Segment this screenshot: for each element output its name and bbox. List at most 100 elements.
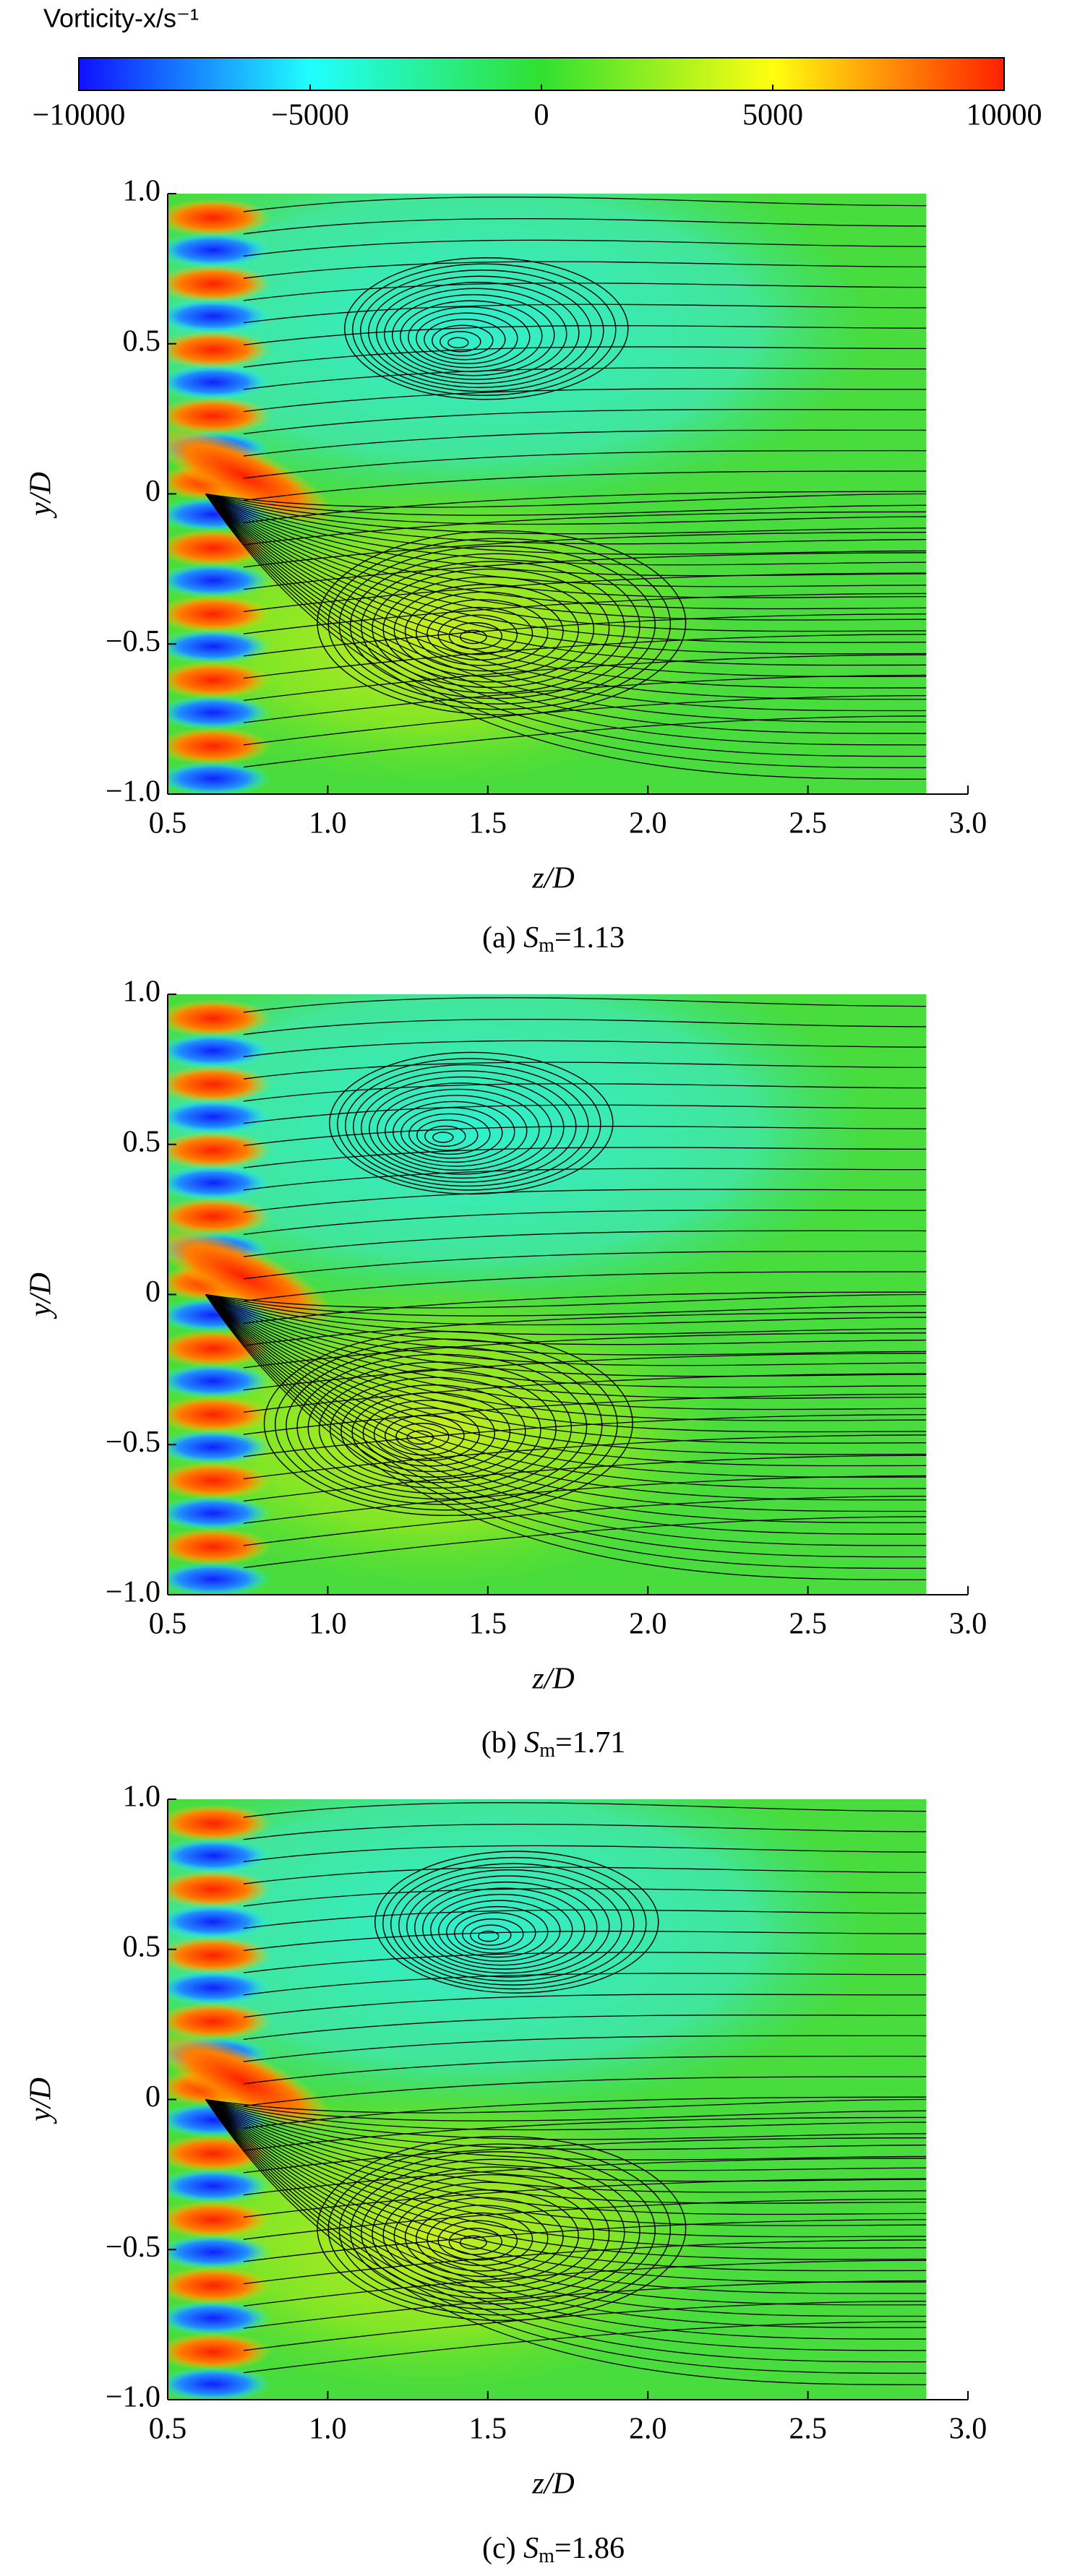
streamline	[361, 2166, 625, 2299]
red-strip	[168, 661, 271, 699]
caption-part: m	[539, 1739, 555, 1762]
red-strip	[168, 1937, 271, 1975]
streamline	[372, 568, 610, 689]
streamline	[205, 493, 927, 525]
streamline	[377, 1088, 540, 1171]
streamline	[205, 493, 927, 535]
red-strip	[168, 727, 271, 765]
streamline	[243, 470, 927, 501]
streamline	[243, 1311, 927, 1346]
streamline	[372, 2174, 610, 2294]
streamline	[243, 1104, 927, 1124]
streamline	[243, 2076, 927, 2107]
red-strip	[168, 1065, 271, 1103]
colorbar-title: Vorticity-x/s⁻¹	[43, 4, 199, 33]
blue-strip	[168, 1561, 271, 1595]
streamline	[243, 491, 927, 524]
y-tick-label: 1.0	[123, 175, 161, 208]
streamline	[205, 494, 927, 700]
streamline	[243, 1373, 927, 1413]
streamline	[243, 388, 927, 413]
x-tick-label: 3.0	[949, 807, 987, 840]
red-strip	[168, 2135, 271, 2173]
red-strip	[168, 1462, 271, 1500]
colorbar-tick-label: −10000	[33, 99, 126, 132]
streamline	[205, 2099, 927, 2351]
streamline	[205, 493, 927, 610]
streamline	[243, 2239, 927, 2285]
blue-strip	[168, 761, 271, 794]
y-tick-label: 0.5	[123, 1930, 161, 1963]
streamline	[205, 1293, 927, 1317]
streamline	[205, 493, 927, 621]
streamline	[438, 1900, 561, 1962]
streamline	[243, 613, 927, 657]
x-tick-label: 1.5	[469, 2413, 507, 2446]
streamline	[243, 197, 927, 212]
red-strip	[168, 1870, 271, 1908]
streamline	[205, 494, 927, 712]
blue-strip	[168, 1904, 271, 1939]
blue-strip	[168, 629, 271, 664]
streamline	[205, 2099, 927, 2385]
red-strip	[168, 1197, 271, 1236]
red-strip	[168, 529, 271, 567]
streamline	[205, 1294, 927, 1444]
streamline	[243, 2219, 927, 2262]
x-axis-label: z/D	[531, 2468, 574, 2501]
streamline	[243, 1823, 927, 1840]
red-strip	[168, 1132, 271, 1170]
streamline	[205, 493, 927, 545]
streamline	[384, 288, 567, 380]
y-tick-label: −0.5	[106, 2231, 160, 2264]
streamline	[478, 1930, 500, 1942]
streamline	[243, 1496, 927, 1546]
streamline	[416, 2205, 549, 2272]
blue-strip	[168, 1033, 271, 1069]
streamline	[205, 494, 927, 689]
streamline	[205, 493, 927, 587]
red-strip	[168, 1330, 271, 1368]
streamline	[448, 2228, 502, 2255]
streamline	[243, 2260, 927, 2307]
vorticity-field	[168, 194, 927, 794]
streamline	[205, 1293, 927, 1326]
streamline	[424, 319, 506, 361]
blue-strip	[168, 695, 271, 731]
streamline	[205, 2099, 927, 2328]
streamline	[243, 997, 927, 1013]
streamline	[361, 561, 625, 694]
y-tick-label: 0	[145, 475, 160, 508]
y-tick-label: 0.5	[123, 1125, 161, 1158]
x-tick-label: 1.5	[469, 807, 507, 840]
streamline	[205, 493, 927, 555]
streamline	[382, 576, 595, 683]
streamline	[205, 1293, 927, 1309]
caption-part: =1.71	[555, 1726, 625, 1759]
streamline	[205, 1294, 927, 1523]
streamline	[205, 1293, 927, 1345]
y-axis-label: y/D	[25, 2077, 58, 2124]
streamline	[337, 1058, 601, 1191]
streamline	[345, 1064, 589, 1187]
streamline	[205, 2099, 927, 2363]
streamline	[205, 2098, 927, 2215]
streamline	[243, 572, 927, 613]
x-tick-label: 2.5	[789, 2413, 827, 2446]
streamline	[205, 2099, 927, 2340]
streamline	[243, 654, 927, 702]
streamline	[243, 1271, 927, 1302]
streamline	[243, 1973, 927, 1996]
streamline	[205, 1294, 927, 1558]
streamline	[243, 1994, 927, 2018]
streamline	[243, 1061, 927, 1080]
blue-strip	[168, 1496, 271, 1531]
streamline	[205, 1294, 927, 1512]
y-tick-label: −1.0	[106, 775, 160, 809]
streamline	[243, 1332, 927, 1369]
streamline	[352, 263, 617, 396]
streamline	[205, 1294, 927, 1455]
streamline	[205, 493, 927, 508]
streamline	[243, 552, 927, 590]
streamline	[361, 1076, 565, 1179]
